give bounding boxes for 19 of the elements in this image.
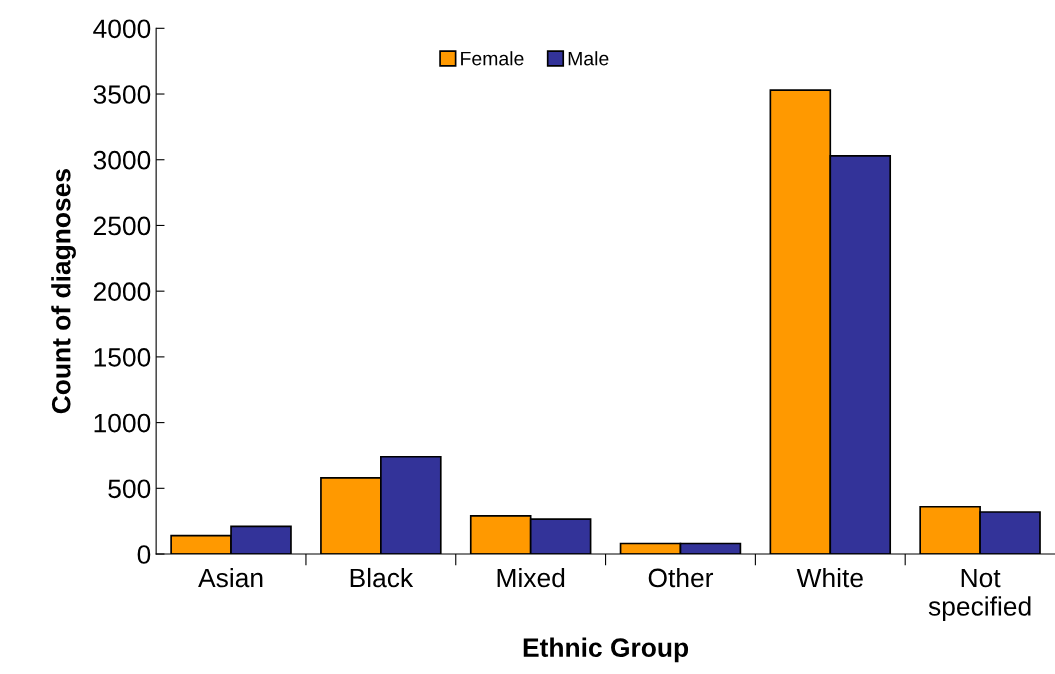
x-tick-label: Black [350, 567, 414, 588]
y-tick-label: 4000 [93, 19, 151, 39]
x-tick-label: Not specified [928, 568, 1031, 621]
x-axis-title: Ethnic Group [523, 637, 689, 663]
legend-label: Female [461, 51, 524, 66]
y-tick-label: 1500 [94, 348, 151, 367]
x-tick-label: White [796, 567, 863, 588]
y-tick-label: 3000 [93, 150, 151, 170]
legend-label: Male [568, 51, 609, 66]
x-tick-label: Mixed [497, 567, 565, 588]
x-tick-label: Asian [198, 567, 263, 588]
x-tick-label: Other [648, 567, 714, 588]
y-tick-label: 1000 [94, 413, 151, 433]
y-tick-label: 2500 [93, 216, 151, 236]
y-tick-label: 2000 [93, 282, 151, 301]
y-axis-title: Count of diagnoses [51, 169, 76, 414]
y-tick-label: 0 [137, 545, 151, 564]
y-tick-label: 500 [108, 479, 151, 499]
y-tick-label: 3500 [93, 85, 151, 104]
